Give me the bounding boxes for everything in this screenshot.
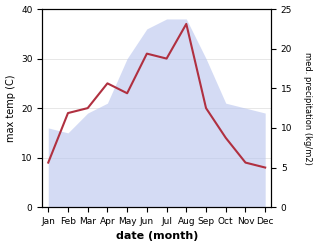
Y-axis label: med. precipitation (kg/m2): med. precipitation (kg/m2) — [303, 52, 313, 165]
X-axis label: date (month): date (month) — [115, 231, 198, 242]
Y-axis label: max temp (C): max temp (C) — [5, 74, 16, 142]
